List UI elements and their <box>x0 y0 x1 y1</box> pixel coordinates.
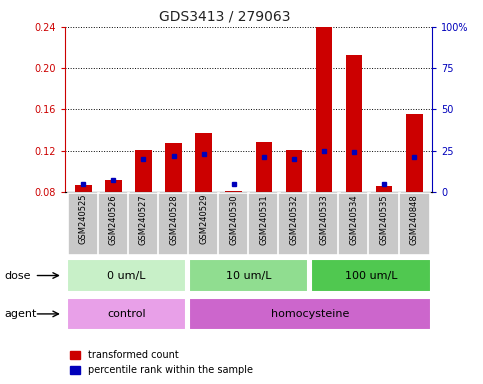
Text: control: control <box>107 309 146 319</box>
Text: homocysteine: homocysteine <box>271 309 349 319</box>
Bar <box>135 150 152 192</box>
FancyBboxPatch shape <box>248 193 280 255</box>
Text: GSM240531: GSM240531 <box>259 194 268 245</box>
Text: GSM240525: GSM240525 <box>79 194 88 244</box>
Text: agent: agent <box>5 309 37 319</box>
Text: GSM240848: GSM240848 <box>410 194 419 245</box>
FancyBboxPatch shape <box>278 193 310 255</box>
Text: 100 um/L: 100 um/L <box>345 270 398 281</box>
Text: GSM240527: GSM240527 <box>139 194 148 245</box>
Text: GSM240532: GSM240532 <box>289 194 298 245</box>
FancyBboxPatch shape <box>312 259 431 292</box>
Text: GSM240529: GSM240529 <box>199 194 208 244</box>
Bar <box>105 180 122 192</box>
Text: GSM240528: GSM240528 <box>169 194 178 245</box>
FancyBboxPatch shape <box>158 193 189 255</box>
Bar <box>406 114 423 192</box>
Bar <box>285 150 302 192</box>
FancyBboxPatch shape <box>398 193 430 255</box>
Bar <box>376 186 392 192</box>
FancyBboxPatch shape <box>369 193 400 255</box>
FancyBboxPatch shape <box>128 193 159 255</box>
Bar <box>165 144 182 192</box>
Text: GDS3413 / 279063: GDS3413 / 279063 <box>159 10 290 23</box>
FancyBboxPatch shape <box>98 193 129 255</box>
Text: GSM240526: GSM240526 <box>109 194 118 245</box>
Text: dose: dose <box>5 270 31 281</box>
Text: GSM240530: GSM240530 <box>229 194 238 245</box>
FancyBboxPatch shape <box>308 193 340 255</box>
FancyBboxPatch shape <box>68 193 99 255</box>
Text: GSM240533: GSM240533 <box>319 194 328 245</box>
FancyBboxPatch shape <box>189 298 431 330</box>
Text: GSM240535: GSM240535 <box>380 194 389 245</box>
Bar <box>316 27 332 192</box>
Bar <box>195 133 212 192</box>
Bar <box>75 185 92 192</box>
Text: 10 um/L: 10 um/L <box>226 270 271 281</box>
FancyBboxPatch shape <box>189 259 309 292</box>
FancyBboxPatch shape <box>67 259 186 292</box>
Text: GSM240534: GSM240534 <box>350 194 358 245</box>
FancyBboxPatch shape <box>188 193 219 255</box>
FancyBboxPatch shape <box>338 193 370 255</box>
FancyBboxPatch shape <box>218 193 249 255</box>
Bar <box>346 55 362 192</box>
Text: 0 um/L: 0 um/L <box>107 270 146 281</box>
Bar <box>226 191 242 192</box>
Legend: transformed count, percentile rank within the sample: transformed count, percentile rank withi… <box>70 351 253 375</box>
Bar <box>256 142 272 192</box>
FancyBboxPatch shape <box>67 298 186 330</box>
